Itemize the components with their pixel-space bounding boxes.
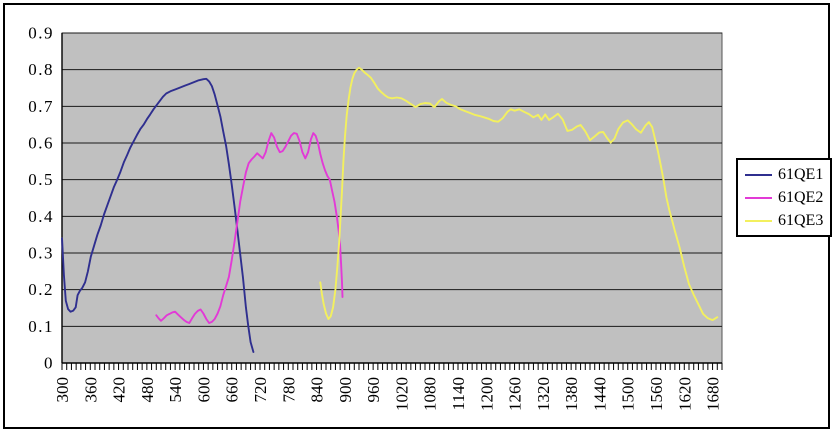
y-axis-label: 0.8	[28, 60, 54, 79]
x-axis-label: 480	[138, 377, 157, 403]
x-axis-label: 600	[194, 377, 213, 403]
legend-label-61QE1: 61QE1	[778, 165, 824, 183]
x-axis-label: 780	[279, 377, 298, 403]
y-axis-label: 0.5	[28, 170, 54, 189]
x-axis-label: 1560	[647, 377, 666, 411]
legend-line-sample-61QE2	[745, 196, 772, 199]
x-axis-label: 300	[53, 377, 72, 403]
series-line-61QE3	[319, 66, 719, 322]
x-axis-label: 1380	[562, 377, 581, 411]
x-axis-label: 840	[308, 377, 327, 403]
x-axis-label: 900	[336, 377, 355, 403]
x-axis-label: 1320	[534, 377, 553, 411]
y-axis-label: 0.7	[28, 97, 54, 116]
x-axis-label: 720	[251, 377, 270, 403]
y-axis-label: 0.2	[28, 280, 54, 299]
x-axis-label: 1440	[590, 377, 609, 411]
y-axis-label: 0.6	[28, 134, 54, 153]
y-axis-label: 0.3	[28, 244, 54, 263]
legend-label-61QE2: 61QE2	[778, 188, 824, 206]
legend-item-61QE2: 61QE2	[738, 188, 830, 206]
legend-line-sample-61QE1	[745, 173, 772, 176]
x-axis-label: 660	[223, 377, 242, 403]
series-line-61QE2	[155, 132, 344, 324]
legend-item-61QE1: 61QE1	[738, 165, 830, 183]
series-line-61QE1	[61, 77, 255, 353]
x-axis-label: 1680	[704, 377, 723, 411]
y-axis-label: 0.9	[28, 24, 54, 43]
x-axis-label: 1620	[675, 377, 694, 411]
x-axis-label: 1080	[421, 377, 440, 411]
y-axis-label: 0.1	[28, 317, 54, 336]
x-axis-label: 960	[364, 377, 383, 403]
x-axis-label: 540	[166, 377, 185, 403]
chart-legend: 61QE1 61QE2 61QE3	[736, 158, 832, 237]
plot-area	[61, 32, 723, 364]
y-axis-label: 0	[44, 354, 54, 373]
x-axis-label: 1140	[449, 377, 468, 410]
x-axis-label: 1200	[477, 377, 496, 411]
y-axis-label: 0.4	[28, 207, 54, 226]
x-axis-label: 1260	[506, 377, 525, 411]
legend-label-61QE3: 61QE3	[778, 211, 824, 229]
x-axis-label: 420	[110, 377, 129, 403]
x-axis-label: 360	[81, 377, 100, 403]
x-axis-label: 1020	[392, 377, 411, 411]
legend-item-61QE3: 61QE3	[738, 211, 830, 229]
legend-line-sample-61QE3	[745, 219, 772, 222]
x-axis-label: 1500	[619, 377, 638, 411]
